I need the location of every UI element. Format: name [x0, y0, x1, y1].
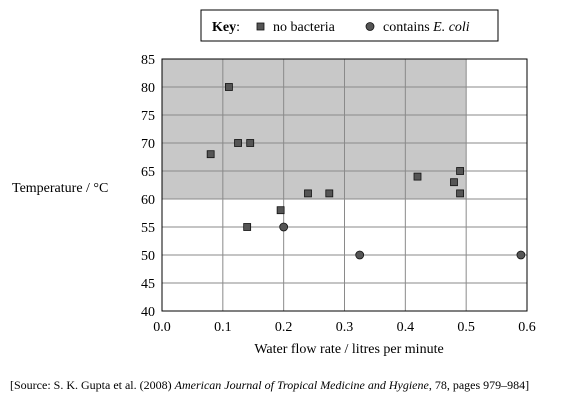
data-point-ecoli	[355, 250, 365, 260]
legend-marker-ecoli	[365, 22, 375, 31]
legend-title-word: Key	[212, 20, 236, 35]
data-point-no-bacteria	[246, 139, 255, 147]
source-journal: American Journal of Tropical Medicine an…	[174, 378, 429, 392]
data-point-no-bacteria	[243, 223, 252, 231]
legend-marker-no-bacteria	[256, 22, 265, 31]
y-axis-label: Temperature / °C	[12, 181, 108, 196]
source-citation: [Source: S. K. Gupta et al. (2008) Ameri…	[10, 378, 570, 393]
y-tick-label: 80	[141, 81, 155, 96]
y-tick-label: 40	[141, 305, 155, 320]
legend-label-ecoli: contains E. coli	[383, 20, 470, 35]
data-point-no-bacteria	[456, 189, 464, 198]
y-tick-label: 75	[141, 109, 155, 124]
y-tick-label: 55	[141, 221, 155, 236]
x-tick-label: 0.3	[336, 320, 354, 335]
x-tick-label: 0.6	[518, 320, 536, 335]
data-point-no-bacteria	[234, 139, 242, 147]
plot-border	[161, 58, 528, 312]
legend-label-ecoli-name: E. coli	[432, 20, 470, 35]
scatter-chart: 40 45 50 55 60 65 70 75 80 85 0.0 0.1 0.2 0.3 0.4 0.5 0.…	[12, 9, 536, 357]
data-point-ecoli	[516, 250, 526, 260]
y-tick-label: 45	[141, 277, 155, 292]
y-tick-label: 65	[141, 165, 155, 180]
data-point-no-bacteria	[325, 189, 334, 198]
x-axis-label: Water flow rate / litres per minute	[254, 342, 443, 357]
x-tick-label: 0.0	[153, 320, 171, 335]
data-point-no-bacteria	[225, 83, 233, 91]
x-tick-label: 0.4	[397, 320, 415, 335]
data-point-no-bacteria	[450, 178, 458, 187]
legend-title: Key:	[212, 20, 240, 35]
y-tick-label: 85	[141, 53, 155, 68]
data-point-no-bacteria	[304, 189, 312, 198]
y-tick-label: 50	[141, 249, 155, 264]
legend-title-separator: :	[236, 20, 240, 35]
data-point-no-bacteria	[206, 150, 215, 159]
y-tick-label: 70	[141, 137, 155, 152]
legend-label-ecoli-prefix: contains	[383, 20, 433, 35]
source-prefix: [Source: S. K. Gupta et al. (2008)	[10, 378, 175, 392]
y-tick-label: 60	[141, 193, 155, 208]
source-suffix: , 78, pages 979–984]	[428, 378, 530, 392]
data-point-no-bacteria	[456, 167, 464, 175]
data-point-ecoli	[279, 222, 289, 232]
data-point-no-bacteria	[276, 206, 285, 215]
legend-box	[200, 9, 499, 42]
x-tick-label: 0.1	[214, 320, 232, 335]
x-tick-label: 0.5	[457, 320, 475, 335]
x-tick-label: 0.2	[275, 320, 293, 335]
data-point-no-bacteria	[413, 172, 422, 181]
legend-label-no-bacteria: no bacteria	[273, 20, 336, 35]
